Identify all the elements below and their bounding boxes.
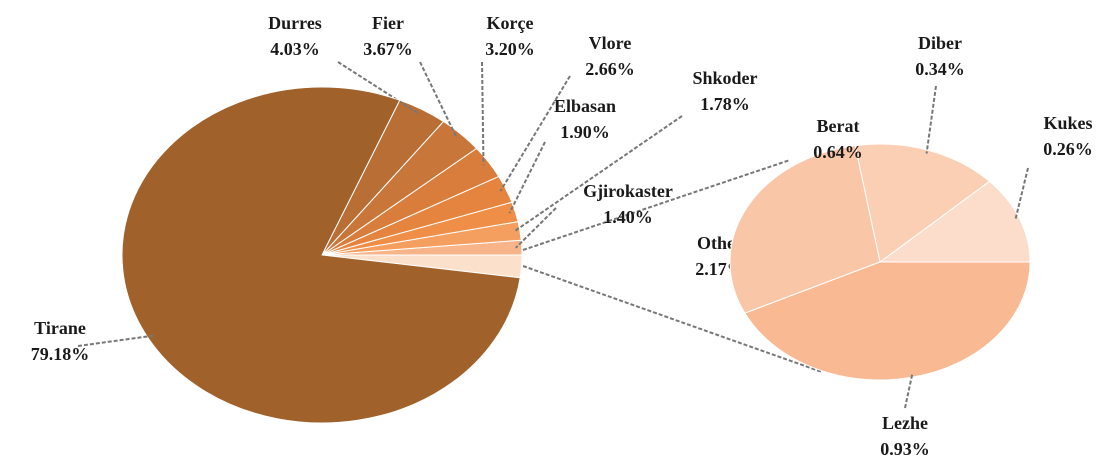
leader-line [499, 75, 571, 192]
value-label: 3.67% [363, 39, 413, 59]
pie-slice [121, 86, 521, 424]
value-label: 0.26% [1043, 139, 1093, 159]
leader-line [77, 334, 154, 347]
leader-line [508, 141, 546, 214]
leader-line [337, 61, 420, 115]
pie-slice [729, 145, 881, 314]
category-label: Diber [918, 33, 962, 53]
pie-slice [878, 180, 1031, 263]
pie-slice [854, 143, 991, 263]
pie-slice [744, 261, 1031, 381]
value-label: 0.34% [915, 59, 965, 79]
value-label: 0.64% [813, 142, 863, 162]
value-label: 1.90% [560, 122, 610, 142]
leader-line [481, 61, 485, 165]
leader-line [904, 373, 914, 409]
leader-line [925, 85, 937, 154]
leader-line [1014, 167, 1029, 221]
category-label: Durres [268, 13, 322, 33]
value-label: 1.78% [700, 94, 750, 114]
category-label: Lezhe [882, 413, 928, 433]
value-label: 79.18% [31, 344, 90, 364]
category-label: Kukes [1043, 113, 1092, 133]
category-label: Fier [372, 13, 404, 33]
connector-line [522, 159, 791, 251]
value-label: 4.03% [270, 39, 320, 59]
value-label: 3.20% [485, 39, 535, 59]
category-label: Elbasan [554, 96, 616, 116]
value-label: 2.66% [585, 59, 635, 79]
category-label: Berat [817, 116, 860, 136]
category-label: Korçe [487, 13, 534, 33]
value-label: 0.93% [880, 439, 930, 459]
connector-line [522, 265, 823, 373]
leader-line [515, 207, 557, 249]
category-label: Vlore [589, 33, 632, 53]
category-label: Shkoder [692, 68, 757, 88]
leader-line [513, 115, 683, 233]
value-label: 1.40% [603, 207, 653, 227]
category-label: Gjirokaster [583, 181, 673, 201]
leader-line [419, 61, 458, 139]
category-label: Tirane [34, 318, 86, 338]
